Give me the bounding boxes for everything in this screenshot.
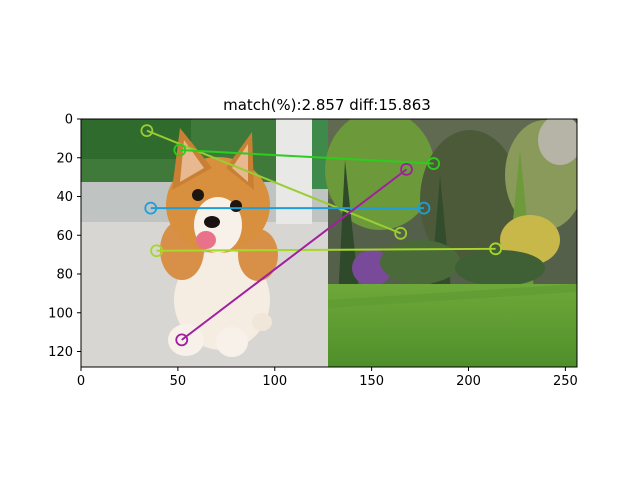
match-2: [173, 143, 441, 170]
match-line: [146, 129, 402, 235]
x-tick-label: 100: [262, 374, 287, 389]
match-5: [175, 162, 413, 347]
y-tick-label: 120: [48, 345, 73, 360]
x-tick-label: 50: [170, 374, 187, 389]
match-3: [144, 201, 431, 215]
keypoint-marker: [400, 162, 413, 176]
y-axis: 0 20 40 60 80 100 120: [48, 113, 81, 360]
keypoint-marker: [489, 242, 503, 256]
x-tick-label: 250: [553, 374, 578, 389]
match-line: [181, 168, 408, 341]
y-tick-label: 100: [48, 306, 73, 321]
y-tick-label: 80: [56, 268, 73, 283]
keypoint-marker: [140, 124, 154, 138]
y-tick-label: 60: [56, 229, 73, 244]
right-image-panel: [325, 119, 577, 367]
x-axis: 0 50 100 150 200 250: [77, 367, 578, 389]
x-tick-label: 150: [359, 374, 384, 389]
keypoint-marker: [173, 143, 187, 157]
y-tick-label: 20: [56, 151, 73, 166]
x-tick-label: 0: [77, 374, 85, 389]
y-tick-label: 0: [65, 113, 73, 128]
x-tick-label: 200: [456, 374, 481, 389]
match-line: [179, 149, 434, 165]
match-lines: [140, 124, 503, 347]
keypoint-marker: [427, 157, 441, 170]
keypoint-marker: [175, 333, 189, 347]
chart-title: match(%):2.857 diff:15.863: [223, 96, 431, 114]
keypoint-marker: [417, 201, 431, 215]
keypoint-marker: [394, 226, 408, 240]
plot-frame: [80, 118, 578, 368]
match-line: [156, 247, 496, 252]
match-1: [140, 124, 408, 240]
match-4: [150, 242, 503, 258]
keypoint-marker: [150, 244, 163, 258]
y-tick-label: 40: [56, 190, 73, 205]
keypoint-marker: [144, 201, 158, 215]
left-image-panel: [81, 119, 329, 367]
dog-shape: [160, 128, 278, 357]
